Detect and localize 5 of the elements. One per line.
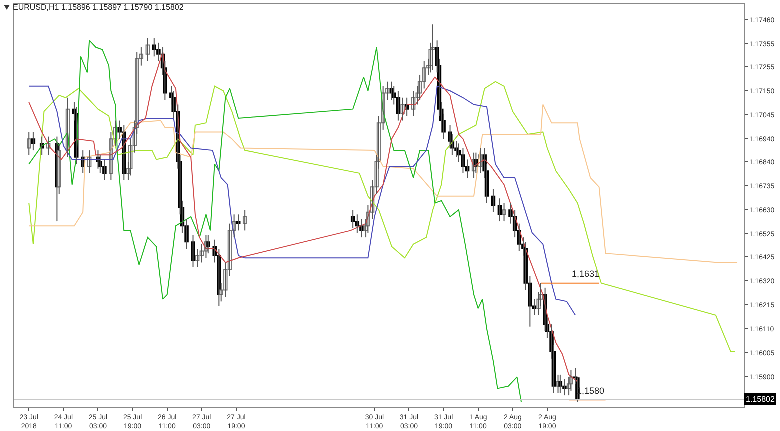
- line-series: [28, 40, 522, 403]
- line-series: [28, 104, 738, 264]
- line-series: [28, 81, 736, 353]
- chart-title: EURUSD,H1 1.15896 1.15897 1.15790 1.15802: [13, 3, 184, 12]
- ref-line-label: 1.15802: [746, 395, 776, 404]
